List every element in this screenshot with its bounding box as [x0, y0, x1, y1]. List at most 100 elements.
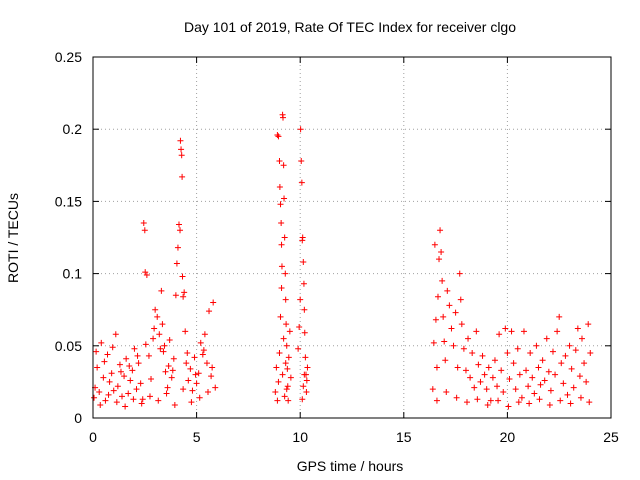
plot-frame	[92, 56, 612, 419]
y-axis-label: ROTI / TECUs	[5, 193, 21, 283]
data-point	[121, 373, 128, 380]
data-point	[547, 387, 554, 394]
data-point	[452, 309, 459, 316]
data-point	[166, 337, 173, 344]
data-point	[119, 393, 126, 400]
data-point	[512, 386, 519, 393]
data-point	[101, 358, 108, 365]
data-point	[97, 402, 104, 409]
data-point	[300, 280, 307, 287]
x-axis-label: GPS time / hours	[297, 458, 404, 474]
data-point	[439, 277, 446, 284]
data-point	[210, 299, 217, 306]
data-point	[196, 394, 203, 401]
data-point	[179, 173, 186, 180]
data-point	[529, 374, 536, 381]
data-point	[106, 378, 113, 385]
data-point	[277, 313, 284, 320]
data-point	[98, 339, 105, 346]
data-point	[156, 331, 163, 338]
data-point	[442, 357, 449, 364]
data-point	[302, 354, 309, 361]
data-point	[138, 400, 145, 407]
data-point	[104, 351, 111, 358]
data-point	[446, 302, 453, 309]
data-point	[279, 371, 286, 378]
data-point	[433, 364, 440, 371]
data-point	[527, 350, 534, 357]
data-point	[123, 355, 130, 362]
data-point	[543, 335, 550, 342]
x-tick-labels: 0 5 10 15 20 25	[89, 429, 619, 445]
data-point	[113, 399, 120, 406]
data-point	[135, 360, 142, 367]
data-point	[117, 368, 124, 375]
data-point	[299, 234, 306, 241]
data-point	[182, 328, 189, 335]
data-point	[110, 387, 117, 394]
data-point	[474, 396, 481, 403]
chart-title: Day 101 of 2019, Rate Of TEC Index for r…	[184, 19, 516, 35]
data-point	[139, 396, 146, 403]
data-point	[462, 367, 469, 374]
data-point	[301, 329, 308, 336]
data-point	[142, 341, 149, 348]
data-points	[91, 111, 594, 410]
data-point	[303, 377, 310, 384]
data-point	[278, 241, 285, 248]
data-point	[273, 364, 280, 371]
data-point	[567, 400, 574, 407]
data-point	[204, 389, 211, 396]
data-point	[174, 244, 181, 251]
data-point	[514, 345, 521, 352]
data-point	[148, 376, 155, 383]
data-point	[165, 363, 172, 370]
data-point	[500, 389, 507, 396]
data-point	[484, 402, 491, 409]
data-point	[277, 201, 284, 208]
data-point	[471, 384, 478, 391]
data-point	[192, 371, 199, 378]
data-point	[152, 306, 159, 313]
data-point	[169, 367, 176, 374]
data-point	[545, 368, 552, 375]
data-point	[300, 259, 307, 266]
data-point	[491, 357, 498, 364]
data-point	[276, 157, 283, 164]
data-point	[94, 364, 101, 371]
axis-ticks	[92, 56, 612, 419]
data-point	[536, 396, 543, 403]
data-point	[112, 331, 119, 338]
data-point	[209, 364, 216, 371]
data-point	[188, 399, 195, 406]
data-point	[185, 377, 192, 384]
data-point	[304, 364, 311, 371]
data-point	[180, 293, 187, 300]
data-point	[566, 342, 573, 349]
data-point	[481, 371, 488, 378]
data-point	[126, 363, 133, 370]
data-point	[116, 361, 123, 368]
data-point	[100, 374, 107, 381]
data-point	[583, 378, 590, 385]
data-point	[143, 272, 150, 279]
x-tick-label: 5	[193, 429, 201, 445]
data-point	[105, 391, 112, 398]
data-point	[457, 296, 464, 303]
data-point	[533, 342, 540, 349]
data-point	[301, 306, 308, 313]
data-point	[554, 328, 561, 335]
data-point	[510, 360, 517, 367]
data-point	[508, 328, 515, 335]
data-point	[280, 114, 287, 121]
data-point	[458, 321, 465, 328]
data-point	[131, 345, 138, 352]
data-point	[495, 397, 502, 404]
data-point	[576, 373, 583, 380]
data-point	[184, 350, 191, 357]
data-point	[475, 361, 482, 368]
data-point	[158, 287, 165, 294]
data-point	[440, 313, 447, 320]
data-point	[145, 352, 152, 359]
data-point	[556, 313, 563, 320]
